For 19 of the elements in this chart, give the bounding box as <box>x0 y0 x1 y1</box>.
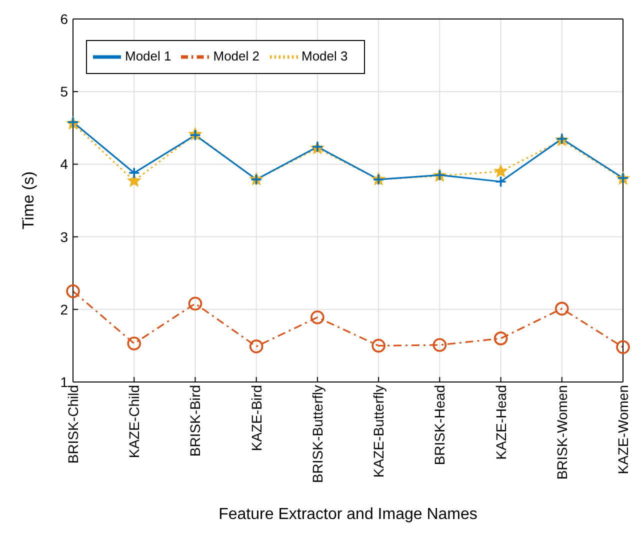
y-axis-title: Time (s) <box>20 171 38 230</box>
x-tick-label: KAZE-Child <box>126 385 142 458</box>
x-tick-label: BRISK-Women <box>554 385 570 480</box>
legend-label: Model 3 <box>302 48 348 64</box>
y-tick-label: 3 <box>60 228 68 245</box>
x-tick-label: KAZE-Women <box>615 385 631 474</box>
y-tick-label: 2 <box>60 301 68 318</box>
x-tick-label: BRISK-Bird <box>187 385 204 457</box>
y-tick-label: 5 <box>60 84 68 100</box>
x-tick-label: KAZE-Head <box>492 385 509 460</box>
x-axis-title: Feature Extractor and Image Names <box>218 506 478 523</box>
legend-label: Model 2 <box>213 48 260 64</box>
x-tick-label: KAZE-Bird <box>248 385 264 452</box>
y-tick-label: 4 <box>60 156 68 172</box>
y-tick-label: 6 <box>60 10 68 27</box>
x-tick-label: KAZE-Butterfly <box>370 385 387 478</box>
x-tick-label: BRISK-Head <box>432 385 448 466</box>
legend-label: Model 1 <box>125 48 172 64</box>
x-tick-label: BRISK-Butterfly <box>309 385 326 484</box>
